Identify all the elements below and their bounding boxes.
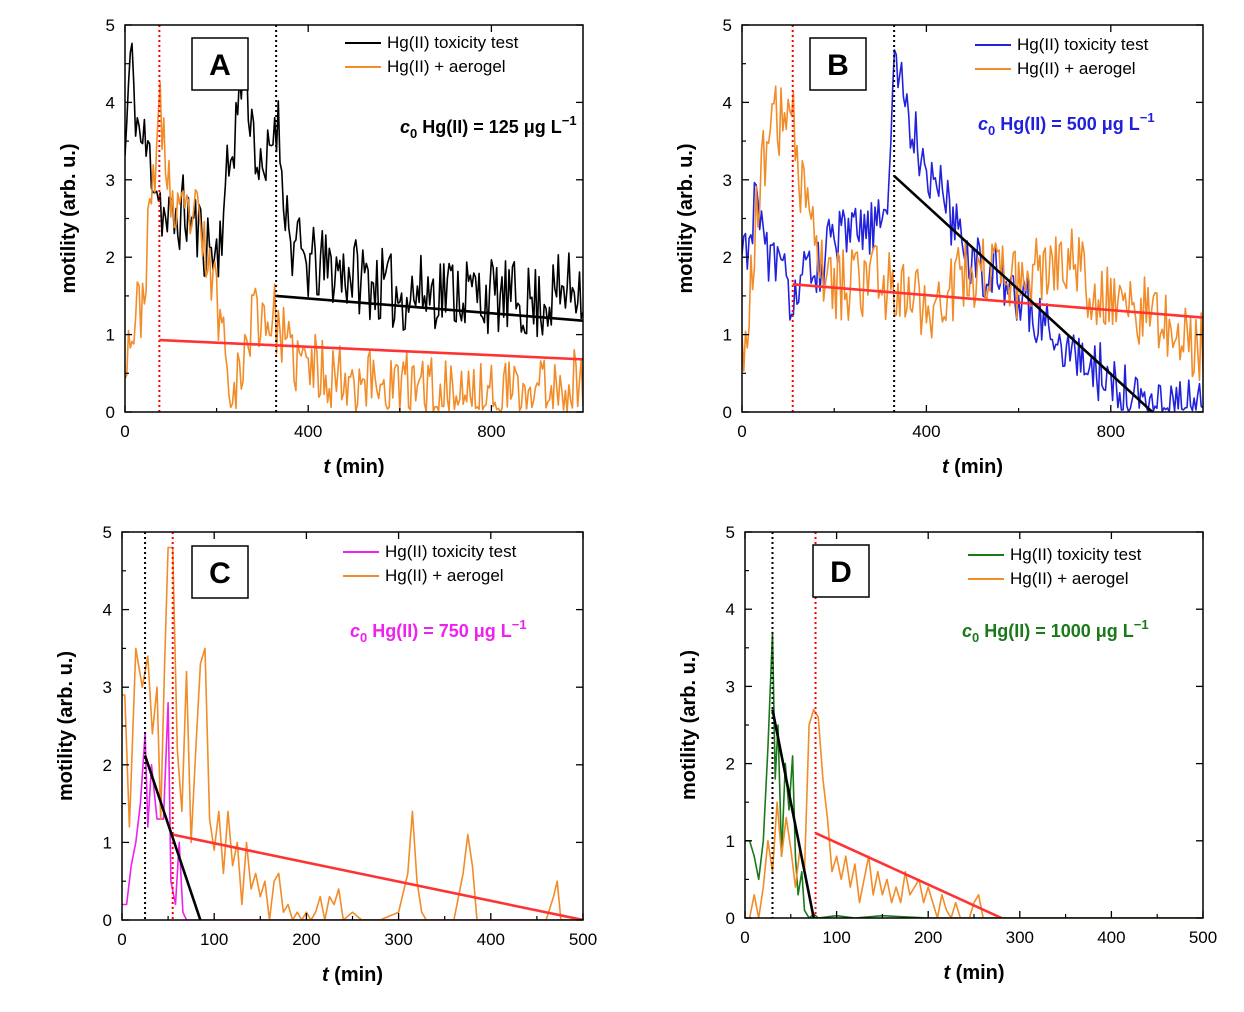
concentration-annotation: c0 Hg(II) = 1000 μg L−1 (962, 617, 1149, 645)
panel-letter: A (209, 49, 231, 82)
concentration-annotation: c0 Hg(II) = 750 μg L−1 (350, 617, 527, 645)
x-tick-label: 0 (117, 930, 126, 949)
plot-area (125, 25, 583, 412)
y-tick-label: 2 (723, 248, 732, 267)
y-tick-label: 5 (723, 16, 732, 35)
legend-label: Hg(II) + aerogel (1010, 569, 1129, 588)
x-tick-label: 300 (384, 930, 412, 949)
panel-letter-box (809, 37, 867, 91)
fit-line-2 (143, 755, 202, 920)
x-axis-title: t (min) (322, 964, 383, 986)
y-tick-label: 1 (103, 833, 112, 852)
plot-area (745, 532, 1203, 918)
x-axis-title: t (min) (943, 962, 1004, 984)
y-tick-label: 2 (103, 756, 112, 775)
y-tick-label: 5 (726, 523, 735, 542)
y-tick-label: 3 (726, 677, 735, 696)
fit-line-1 (159, 338, 583, 361)
y-axis-title: motility (arb. u.) (58, 144, 80, 294)
x-tick-label: 100 (822, 928, 850, 947)
x-axis-title: t (min) (323, 456, 384, 478)
series-line-2 (122, 546, 583, 920)
y-tick-label: 4 (103, 601, 112, 620)
y-tick-label: 1 (106, 326, 115, 345)
panel-c: 0 100 200 300 400 500 0 1 2 3 4 5 t (min) motility (a… (55, 523, 597, 986)
x-tick-label: 200 (914, 928, 942, 947)
y-tick-label: 0 (723, 403, 732, 422)
series-line-2 (745, 708, 1203, 918)
y-tick-label: 4 (106, 93, 115, 112)
legend-label: Hg(II) toxicity test (387, 33, 519, 52)
x-tick-label: 300 (1006, 928, 1034, 947)
panel-letter: B (827, 49, 849, 82)
plot-area (742, 25, 1203, 412)
series-line-2 (125, 81, 583, 412)
y-tick-label: 4 (723, 93, 732, 112)
fit-line-2 (276, 294, 583, 322)
panel-d: 0 100 200 300 400 500 0 1 2 3 4 5 t (min) motility (a… (678, 523, 1217, 984)
legend-label: Hg(II) + aerogel (385, 566, 504, 585)
series-line-1 (742, 49, 1203, 412)
panel-letter-box (191, 545, 249, 599)
y-tick-label: 5 (106, 16, 115, 35)
fit-line-1 (792, 282, 1203, 319)
series-line-1 (122, 701, 583, 920)
series-line-1 (745, 631, 1203, 918)
panel-letter-box (812, 544, 870, 598)
y-tick-label: 0 (106, 403, 115, 422)
panel-letter: D (830, 556, 852, 589)
legend-label: Hg(II) toxicity test (1010, 545, 1142, 564)
x-tick-label: 800 (477, 422, 505, 441)
x-tick-label: 0 (740, 928, 749, 947)
y-tick-label: 3 (103, 678, 112, 697)
fit-line-1 (814, 831, 1003, 918)
y-axis-title: motility (arb. u.) (678, 650, 700, 800)
x-tick-label: 0 (120, 422, 129, 441)
fit-line-2 (893, 174, 1154, 412)
x-tick-label: 400 (477, 930, 505, 949)
panel-b: 0 400 800 0 1 2 3 4 5 t (min) motility (arb. u.) B H… (675, 16, 1204, 478)
concentration-annotation: c0 Hg(II) = 500 μg L−1 (978, 110, 1155, 138)
fit-line-2 (771, 709, 815, 918)
y-tick-label: 0 (103, 911, 112, 930)
y-tick-label: 1 (726, 832, 735, 851)
y-tick-label: 3 (723, 171, 732, 190)
y-axis-title: motility (arb. u.) (55, 651, 77, 801)
panel-letter: C (209, 557, 231, 590)
y-tick-label: 1 (723, 326, 732, 345)
legend-label: Hg(II) + aerogel (1017, 59, 1136, 78)
legend-label: Hg(II) toxicity test (385, 542, 517, 561)
y-tick-label: 3 (106, 171, 115, 190)
x-tick-label: 100 (200, 930, 228, 949)
plot-frame (121, 531, 584, 921)
plot-area (122, 532, 583, 920)
legend-label: Hg(II) toxicity test (1017, 35, 1149, 54)
x-tick-label: 400 (294, 422, 322, 441)
x-tick-label: 500 (1189, 928, 1217, 947)
series-line-1 (125, 42, 583, 338)
y-tick-label: 2 (726, 755, 735, 774)
y-tick-label: 4 (726, 600, 735, 619)
x-tick-label: 800 (1097, 422, 1125, 441)
y-tick-label: 5 (103, 523, 112, 542)
x-tick-label: 200 (292, 930, 320, 949)
fit-line-1 (172, 833, 583, 920)
y-tick-label: 0 (726, 909, 735, 928)
panel-letter-box (191, 37, 249, 91)
x-tick-label: 400 (912, 422, 940, 441)
y-tick-label: 2 (106, 248, 115, 267)
x-axis-title: t (min) (942, 456, 1003, 478)
legend-label: Hg(II) + aerogel (387, 57, 506, 76)
series-line-2 (742, 85, 1203, 381)
concentration-annotation: c0 Hg(II) = 125 μg L−1 (400, 113, 577, 141)
y-axis-title: motility (arb. u.) (675, 144, 697, 294)
x-tick-label: 400 (1097, 928, 1125, 947)
x-tick-label: 0 (737, 422, 746, 441)
x-tick-label: 500 (569, 930, 597, 949)
panel-a: 0 400 800 0 1 2 3 4 5 t (min) motility (arb. u.) A H… (58, 16, 584, 478)
